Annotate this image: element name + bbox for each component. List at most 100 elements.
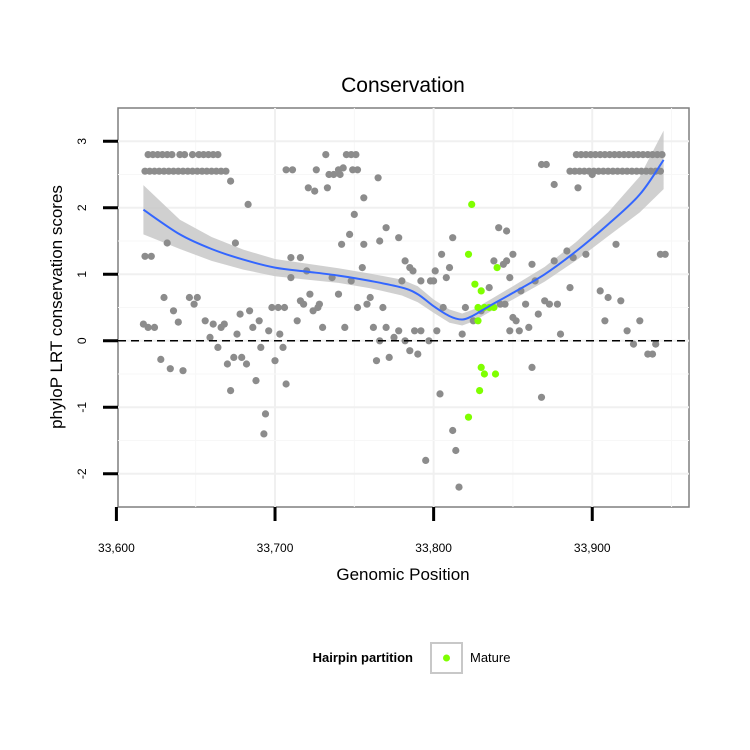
- data-point: [652, 340, 660, 348]
- data-point: [522, 300, 530, 308]
- data-point: [276, 330, 284, 338]
- x-axis-title: Genomic Position: [336, 565, 469, 584]
- data-point: [528, 260, 536, 268]
- data-point: [209, 320, 217, 328]
- data-point: [501, 300, 509, 308]
- data-point: [445, 264, 454, 272]
- x-tick-label: 33,900: [574, 541, 611, 555]
- data-point: [252, 377, 260, 385]
- legend-title: Hairpin partition: [313, 650, 413, 665]
- data-point-mature: [491, 370, 500, 378]
- data-point-mature: [474, 317, 482, 325]
- data-point: [449, 426, 457, 435]
- data-point: [661, 250, 669, 258]
- data-point: [550, 257, 558, 265]
- y-tick-label: -2: [75, 468, 89, 479]
- y-tick-label: -1: [75, 402, 89, 413]
- data-point: [227, 177, 235, 185]
- data-point: [658, 151, 666, 159]
- data-point: [306, 290, 314, 298]
- data-point: [366, 293, 374, 302]
- data-point: [414, 350, 422, 358]
- data-point: [542, 160, 550, 169]
- data-point: [238, 353, 246, 361]
- data-point: [268, 303, 276, 312]
- data-point: [244, 200, 252, 208]
- data-point: [422, 456, 430, 464]
- data-point: [147, 252, 155, 260]
- data-point: [144, 323, 152, 331]
- data-point: [553, 300, 562, 308]
- data-point: [612, 240, 620, 248]
- data-point: [449, 234, 457, 242]
- chart-title: Conservation: [341, 74, 465, 97]
- y-tick-label: 2: [75, 204, 89, 211]
- confidence-ribbon-layer: [143, 130, 664, 326]
- data-point: [382, 224, 390, 232]
- data-point: [395, 234, 403, 242]
- data-point: [582, 250, 590, 258]
- legend-key-box: [430, 642, 463, 674]
- data-point: [506, 274, 514, 282]
- data-point-mature: [477, 287, 485, 295]
- data-point: [181, 151, 189, 159]
- data-point: [525, 323, 533, 331]
- data-point: [223, 360, 231, 368]
- data-point: [515, 327, 523, 335]
- data-point: [296, 254, 304, 262]
- data-point: [319, 323, 327, 331]
- data-point: [246, 307, 254, 315]
- data-point: [169, 307, 178, 315]
- data-point: [315, 300, 323, 308]
- data-point: [325, 170, 333, 179]
- data-point-mature: [474, 303, 482, 312]
- data-point: [648, 350, 657, 358]
- data-point: [346, 230, 354, 238]
- data-point: [395, 327, 403, 335]
- data-point: [201, 317, 209, 325]
- data-point: [168, 151, 176, 159]
- data-point: [300, 300, 308, 308]
- data-point: [323, 184, 331, 192]
- data-point: [236, 310, 244, 318]
- data-point: [550, 180, 558, 189]
- smooth-line: [142, 159, 665, 321]
- data-point: [411, 327, 419, 335]
- data-point: [179, 367, 187, 375]
- data-point: [398, 277, 406, 285]
- data-point: [255, 317, 263, 325]
- data-point: [150, 323, 159, 331]
- data-point: [287, 254, 295, 262]
- data-point: [363, 300, 371, 308]
- data-point: [249, 323, 257, 331]
- data-point: [439, 303, 447, 312]
- data-point: [509, 250, 517, 258]
- smooth-line-layer: [142, 159, 665, 321]
- data-point: [382, 323, 390, 331]
- data-point: [242, 360, 251, 368]
- data-point-mature: [464, 250, 473, 258]
- data-point: [369, 323, 377, 331]
- data-point: [596, 287, 604, 295]
- data-point: [293, 317, 301, 325]
- x-tick-label: 33,800: [415, 541, 452, 555]
- data-point: [506, 327, 514, 335]
- data-point-mature: [476, 387, 484, 395]
- data-point: [188, 151, 197, 159]
- y-tick-label: 0: [75, 337, 89, 344]
- legend-label-mature: Mature: [470, 650, 510, 665]
- data-point: [339, 164, 347, 172]
- data-point: [163, 239, 171, 247]
- data-point: [288, 166, 297, 174]
- data-point: [260, 430, 268, 438]
- data-point: [230, 353, 238, 361]
- data-point-mature: [468, 200, 476, 208]
- x-tick-label: 33,700: [257, 541, 294, 555]
- data-point: [485, 284, 493, 292]
- data-point: [282, 380, 290, 388]
- data-point: [141, 252, 149, 260]
- data-point: [166, 365, 174, 373]
- data-point: [438, 250, 446, 258]
- data-point-mature: [480, 370, 488, 378]
